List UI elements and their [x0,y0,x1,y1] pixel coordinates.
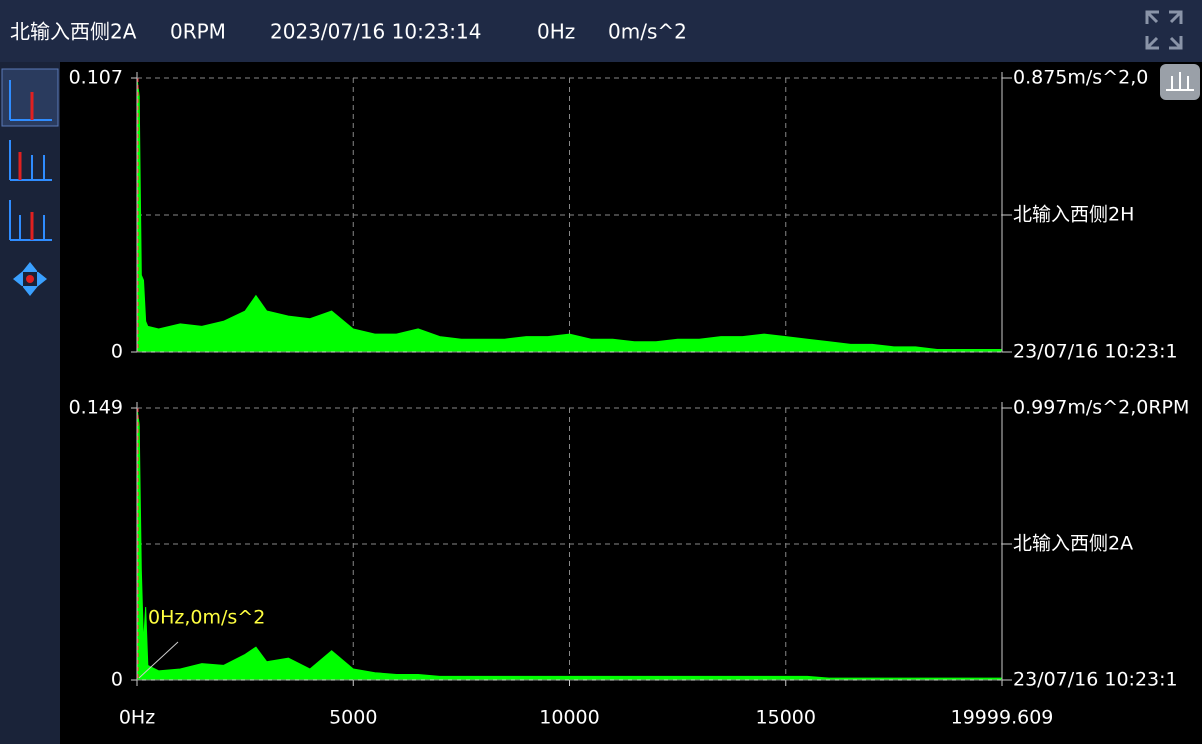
x-tick-label: 19999.609 [951,707,1054,729]
x-tick-label: 5000 [329,707,377,729]
cursor-label: 0Hz,0m/s^2 [148,607,265,629]
header-bar [0,0,1202,62]
right-label: 北输入西侧2H [1013,204,1134,226]
plot-background [60,62,1202,744]
cursor-pointer [138,641,179,679]
y-tick-label: 0.107 [69,67,123,89]
y-tick-label: 0 [111,341,123,363]
header-accel: 0m/s^2 [608,20,687,44]
header-time: 2023/07/16 10:23:14 [270,20,481,44]
spectrum-area [136,77,1003,353]
x-tick-label: 15000 [756,707,816,729]
header-rpm: 0RPM [170,20,226,44]
right-label: 23/07/16 10:23:1 [1013,669,1178,691]
right-label: 0.875m/s^2,0 [1013,67,1148,89]
tool-move[interactable] [13,262,47,296]
right-label: 23/07/16 10:23:1 [1013,341,1178,363]
fullscreen-button[interactable] [1145,10,1183,50]
right-label: 北输入西侧2A [1013,533,1133,555]
x-tick-label: 10000 [539,707,599,729]
tool-multi[interactable] [9,140,52,181]
right-label: 0.997m/s^2,0RPM [1013,397,1189,419]
y-tick-label: 0 [111,669,123,691]
spectrum-area [136,407,1003,681]
scale-button[interactable] [1160,64,1200,100]
tool-multi-2[interactable] [9,200,52,241]
y-tick-label: 0.149 [69,397,123,419]
header-channel: 北输入西侧2A [10,20,137,44]
x-tick-label: 0Hz [119,707,155,729]
tool-single[interactable] [1,68,59,127]
header-freq: 0Hz [537,20,575,44]
